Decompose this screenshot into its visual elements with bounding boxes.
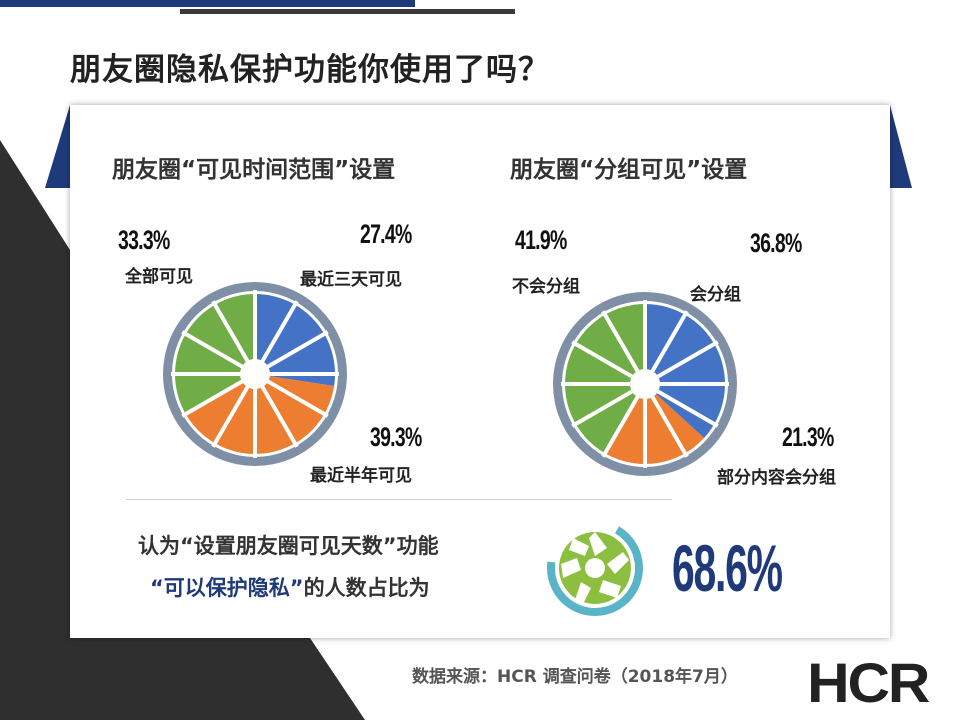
summary-line-1: 认为“设置朋友圈可见天数”功能 <box>138 534 439 558</box>
chart-1-category-label: 最近三天可见 <box>300 270 402 290</box>
chart-1-center-hole <box>240 359 270 389</box>
chart-2-category-label: 部分内容会分组 <box>717 468 836 488</box>
chart-2-slice-会分组 <box>645 304 726 439</box>
section-divider <box>126 499 672 500</box>
summary-line-2-rest: 的人数占比为 <box>303 576 430 600</box>
top-dark-bar <box>180 9 515 14</box>
chart-2-value-label: 41.9% <box>515 225 567 255</box>
summary-percentage: 68.6% <box>672 531 783 605</box>
summary-highlight: “可以保护隐私” <box>150 576 304 600</box>
aperture-icon <box>547 520 643 616</box>
chart-1-title: 朋友圈“可见时间范围”设置 <box>112 157 396 183</box>
chart-2-category-label: 不会分组 <box>512 277 580 297</box>
top-blue-bar <box>0 0 415 7</box>
page-title: 朋友圈隐私保护功能你使用了吗？ <box>70 52 550 88</box>
hcr-logo: HCR <box>807 651 930 714</box>
chart-2-value-label: 21.3% <box>782 422 834 452</box>
chart-2-value-label: 36.8% <box>750 228 802 258</box>
chart-1-category-label: 最近半年可见 <box>310 466 412 486</box>
chart-2-center-hole <box>630 369 660 399</box>
summary-line-2: “可以保护隐私”的人数占比为 <box>150 572 430 602</box>
chart-1-category-label: 全部可见 <box>125 267 193 287</box>
chart-2-category-label: 会分组 <box>690 285 741 305</box>
data-source: 数据来源：HCR 调查问卷（2018年7月） <box>412 667 738 687</box>
chart-2-title: 朋友圈“分组可见”设置 <box>510 157 748 183</box>
chart-1-value-label: 39.3% <box>370 422 422 452</box>
chart-1-value-label: 33.3% <box>118 225 170 255</box>
chart-1-value-label: 27.4% <box>360 219 412 249</box>
